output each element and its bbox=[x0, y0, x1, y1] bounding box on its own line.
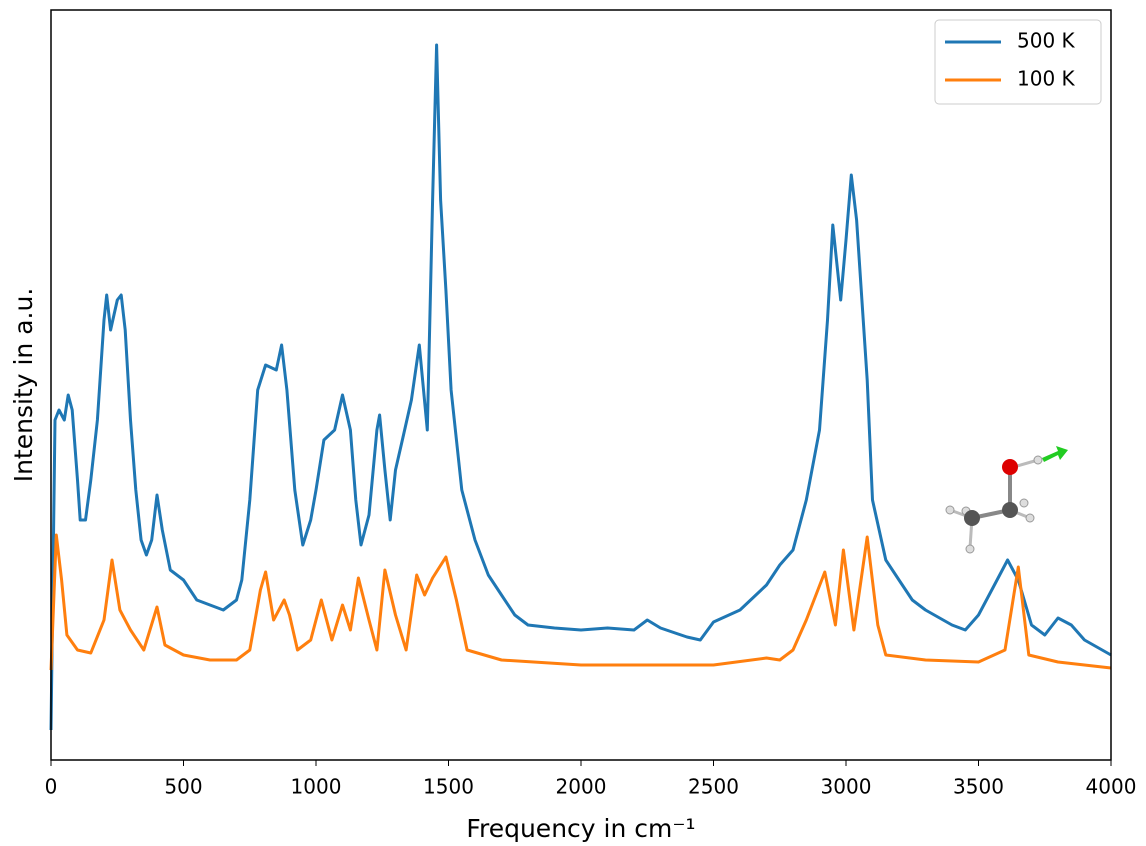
x-tick-label: 3000 bbox=[821, 775, 872, 799]
legend-label: 500 K bbox=[1017, 29, 1076, 53]
x-tick-label: 2000 bbox=[556, 775, 607, 799]
molecule-icon bbox=[945, 446, 1068, 554]
x-tick-label: 1500 bbox=[423, 775, 474, 799]
x-tick-label: 0 bbox=[45, 775, 58, 799]
line-series bbox=[49, 533, 1112, 671]
x-tick-label: 500 bbox=[164, 775, 202, 799]
x-axis-title: Frequency in cm⁻¹ bbox=[466, 814, 695, 843]
x-tick-label: 1000 bbox=[291, 775, 342, 799]
legend-label: 100 K bbox=[1017, 67, 1076, 91]
x-tick-label: 3500 bbox=[953, 775, 1004, 799]
x-tick-label: 2500 bbox=[688, 775, 739, 799]
y-axis-title: Intensity in a.u. bbox=[9, 288, 38, 483]
plot-area: 0 500 1000 1500 2000 2500 3000 3500 4000 500 K 100… bbox=[45, 9, 1137, 799]
axes-frame bbox=[50, 9, 1112, 761]
line-series bbox=[49, 43, 1112, 731]
x-tick-label: 4000 bbox=[1086, 775, 1137, 799]
